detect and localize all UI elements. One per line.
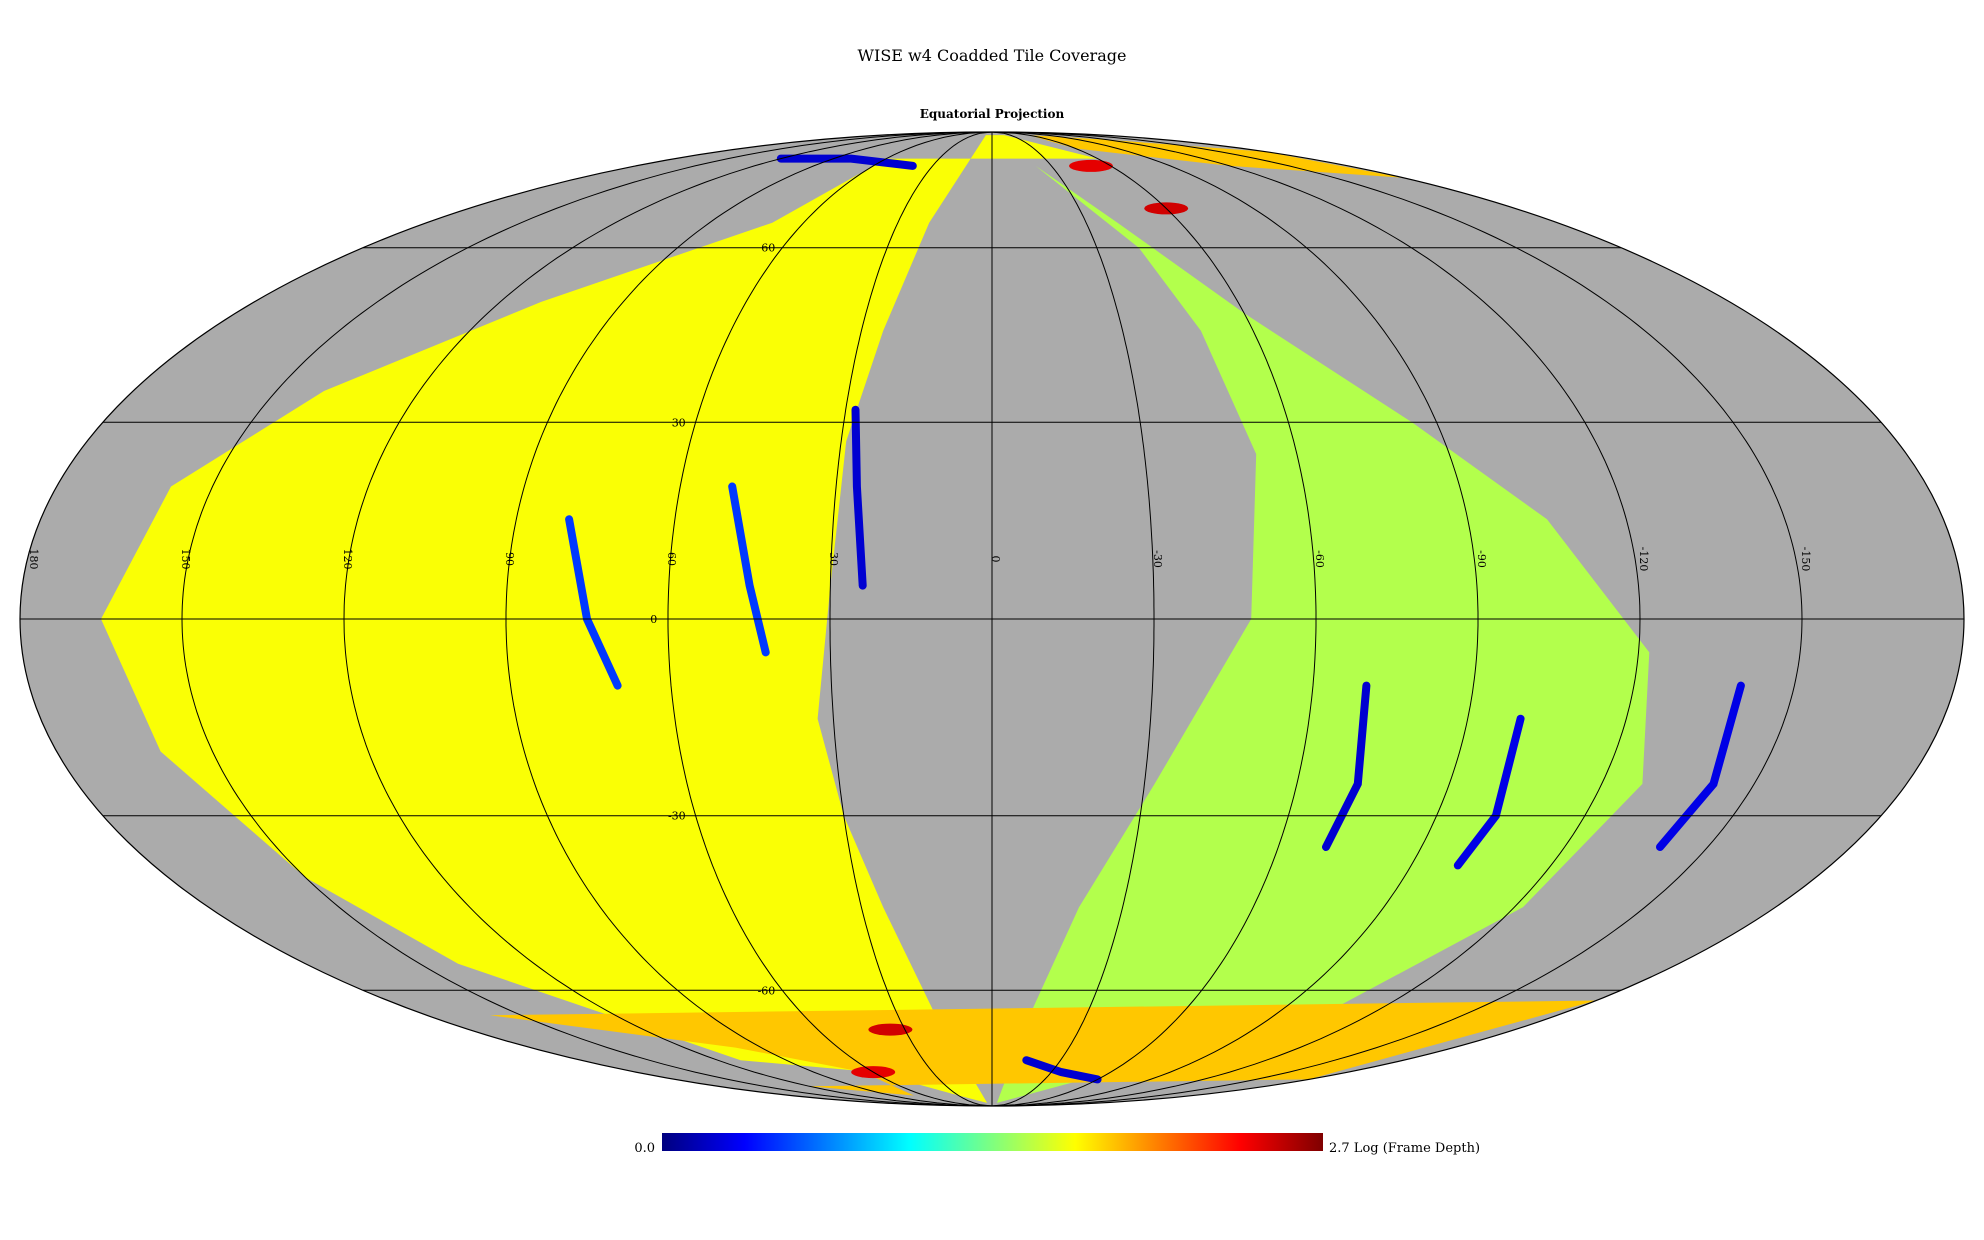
longitude-label: 0 xyxy=(989,556,1002,563)
longitude-label: -60 xyxy=(1313,550,1326,568)
longitude-label: 60 xyxy=(665,552,678,566)
longitude-label: -30 xyxy=(1151,550,1164,568)
coverage-track-1 xyxy=(851,405,867,590)
coverage-region-north-west-strip xyxy=(1028,135,1404,178)
longitude-label: 90 xyxy=(503,552,516,566)
sky-map: 180 150 120 90 60 30 0 -30 -60 -90 -120 -150 60 30 0 -3… xyxy=(19,131,1965,1107)
longitude-label: -150 xyxy=(1799,547,1812,572)
latitude-label: -60 xyxy=(758,984,776,997)
longitude-label: 150 xyxy=(179,549,192,570)
sky-outline xyxy=(19,131,1965,1107)
colorbar-gradient xyxy=(662,1133,1323,1151)
projection-subtitle: Equatorial Projection xyxy=(920,107,1065,121)
hot-spot-north-1 xyxy=(1069,159,1113,172)
longitude-label: -120 xyxy=(1637,547,1650,572)
coverage-track-2 xyxy=(728,482,770,657)
latitude-label: 30 xyxy=(672,416,686,429)
longitude-label: 180 xyxy=(27,549,40,570)
colorbar-max-label: 2.7 Log (Frame Depth) xyxy=(1329,1141,1480,1156)
latitude-label: 0 xyxy=(650,613,657,626)
colorbar-min-label: 0.0 xyxy=(634,1141,655,1156)
coverage-track-8 xyxy=(1022,1056,1102,1084)
coverage-track-6 xyxy=(1656,681,1745,851)
coverage-track-7 xyxy=(776,154,917,170)
colorbar: 0.0 2.7 Log (Frame Depth) xyxy=(634,1133,1480,1156)
hot-spot-south-1 xyxy=(868,1023,913,1036)
figure-title: WISE w4 Coadded Tile Coverage xyxy=(858,46,1127,65)
graticule xyxy=(20,132,1964,1106)
graticule-labels: 180 150 120 90 60 30 0 -30 -60 -90 -120 -150 60 30 0 -3… xyxy=(27,242,1812,998)
latitude-label: -30 xyxy=(668,810,686,823)
longitude-label: -90 xyxy=(1475,550,1488,568)
coverage-track-4 xyxy=(1322,681,1371,851)
longitude-label: 120 xyxy=(341,549,354,570)
latitude-label: 60 xyxy=(761,242,775,255)
coverage-region-south-east-strip xyxy=(489,1000,1597,1096)
coverage-region-west-lobe xyxy=(996,165,1650,1103)
longitude-label: 30 xyxy=(827,552,840,566)
